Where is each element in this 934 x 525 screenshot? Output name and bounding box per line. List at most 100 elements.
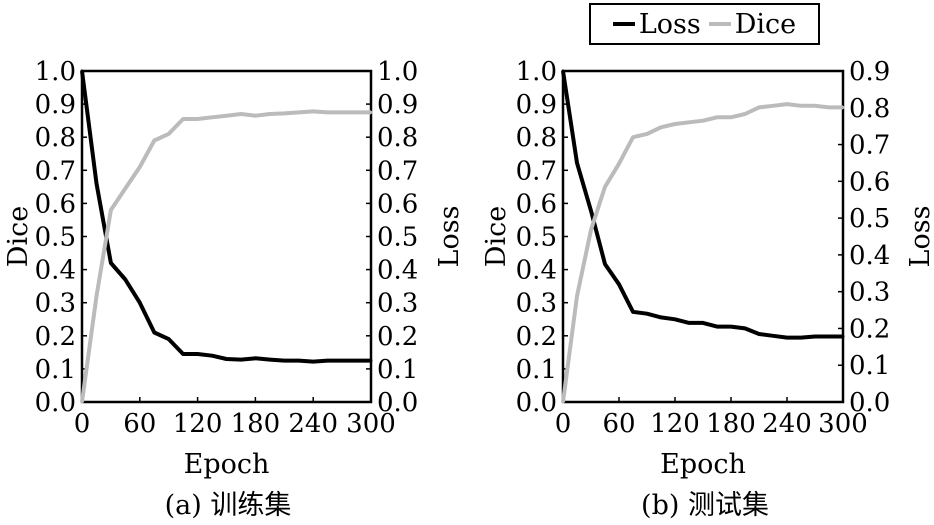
left-tick-label-a-4: 0.4 <box>35 256 76 286</box>
legend-swatch-dice <box>708 22 731 26</box>
legend-label-loss: Loss <box>638 8 701 40</box>
data-point-dice-a-15 <box>297 110 301 114</box>
right-axis-label-a: Loss <box>434 206 465 268</box>
left-tick-label-a-7: 0.7 <box>35 156 76 186</box>
right-tick-label-b-9: 0.9 <box>849 57 890 87</box>
data-point-dice-a-20 <box>369 110 373 114</box>
data-point-dice-a-0 <box>80 400 84 404</box>
right-tick-label-a-7: 0.7 <box>377 156 418 186</box>
plot-frame-a <box>80 69 373 404</box>
data-point-loss-a-14 <box>282 359 286 363</box>
x-tick-label-b-5: 300 <box>818 409 868 439</box>
right-tick-label-a-4: 0.4 <box>377 256 418 286</box>
right-tick-label-a-0: 0.0 <box>377 388 418 418</box>
data-point-loss-b-13 <box>743 326 747 330</box>
data-point-loss-b-16 <box>785 336 789 340</box>
data-point-loss-b-3 <box>603 262 607 266</box>
x-tick-label-a-0: 0 <box>74 409 91 439</box>
legend-label-dice: Dice <box>734 8 797 40</box>
data-point-loss-a-2 <box>109 261 113 265</box>
data-point-loss-a-11 <box>239 358 243 362</box>
x-tick-label-a-3: 180 <box>231 409 281 439</box>
data-point-dice-b-11 <box>715 115 719 119</box>
left-tick-label-a-0: 0.0 <box>35 388 76 418</box>
data-point-loss-b-6 <box>645 312 649 316</box>
data-point-dice-a-14 <box>282 111 286 115</box>
data-point-loss-a-17 <box>326 359 330 363</box>
x-tick-label-b-2: 120 <box>650 409 700 439</box>
data-point-loss-b-8 <box>673 317 677 321</box>
x-axis-label-a: Epoch <box>184 449 270 480</box>
x-tick-label-a-2: 120 <box>173 409 223 439</box>
data-point-loss-b-15 <box>771 334 775 338</box>
data-point-loss-a-10 <box>225 357 228 361</box>
x-tick-label-b-3: 180 <box>706 409 756 439</box>
left-tick-label-b-5: 0.5 <box>516 223 557 253</box>
left-tick-label-b-3: 0.3 <box>516 289 557 319</box>
data-point-loss-a-0 <box>80 69 84 73</box>
data-point-dice-b-14 <box>757 105 761 109</box>
right-tick-label-b-0: 0.0 <box>849 388 890 418</box>
data-point-dice-a-3 <box>123 187 127 191</box>
data-point-dice-b-1 <box>575 294 579 298</box>
data-point-dice-b-17 <box>799 104 803 108</box>
right-tick-label-b-6: 0.6 <box>849 167 890 197</box>
panel-caption-a: (a) 训练集 <box>165 490 292 521</box>
data-point-loss-b-12 <box>729 325 733 329</box>
right-tick-label-a-2: 0.2 <box>377 322 418 352</box>
data-point-loss-b-11 <box>715 325 719 329</box>
x-tick-label-b-4: 240 <box>762 409 812 439</box>
right-tick-label-a-6: 0.6 <box>377 189 418 219</box>
x-tick-label-a-5: 300 <box>346 409 396 439</box>
data-point-loss-b-14 <box>757 332 761 336</box>
data-point-loss-a-12 <box>253 356 257 360</box>
data-point-dice-b-15 <box>771 104 775 108</box>
data-point-dice-b-5 <box>631 135 635 139</box>
data-point-dice-b-13 <box>743 112 747 116</box>
left-tick-label-b-7: 0.7 <box>516 156 557 186</box>
x-tick-label-b-1: 60 <box>602 409 635 439</box>
data-point-dice-a-19 <box>355 110 359 114</box>
data-point-loss-b-19 <box>827 335 831 339</box>
data-point-dice-a-7 <box>181 117 185 121</box>
left-tick-label-b-4: 0.4 <box>516 256 557 286</box>
data-point-dice-a-17 <box>326 110 330 114</box>
left-tick-label-a-2: 0.2 <box>35 322 76 352</box>
data-point-loss-a-9 <box>210 354 214 358</box>
left-tick-label-b-10: 1.0 <box>516 57 557 87</box>
data-point-dice-a-4 <box>138 165 142 169</box>
series-line-loss-b <box>561 70 843 340</box>
data-point-dice-b-10 <box>701 119 705 123</box>
right-tick-label-a-9: 0.9 <box>377 90 418 120</box>
right-tick-label-b-2: 0.2 <box>849 314 890 344</box>
left-axis-label-b: Dice <box>481 206 512 267</box>
left-tick-label-a-1: 0.1 <box>35 355 76 385</box>
data-point-loss-a-4 <box>138 301 142 305</box>
data-point-dice-b-16 <box>785 102 789 106</box>
data-point-dice-b-0 <box>561 400 565 404</box>
data-point-loss-a-19 <box>355 359 359 363</box>
data-point-loss-a-3 <box>123 278 127 282</box>
data-point-loss-b-0 <box>561 69 565 73</box>
data-point-loss-a-1 <box>94 182 98 186</box>
left-axis-label-a: Dice <box>3 206 34 267</box>
data-point-dice-b-2 <box>589 228 593 232</box>
left-tick-label-a-6: 0.6 <box>35 189 76 219</box>
series-line-dice-b <box>561 102 843 403</box>
data-point-loss-a-20 <box>369 359 373 363</box>
data-point-dice-a-6 <box>167 132 171 136</box>
left-tick-label-b-2: 0.2 <box>516 322 557 352</box>
legend: Loss Dice <box>589 3 820 45</box>
data-point-loss-b-18 <box>813 335 817 339</box>
data-point-dice-a-8 <box>196 117 200 121</box>
x-axis-label-b: Epoch <box>660 449 746 480</box>
panel-caption-b: (b) 测试集 <box>641 490 769 521</box>
data-point-loss-a-16 <box>311 360 315 364</box>
data-point-dice-b-18 <box>813 104 817 108</box>
x-tick-label-b-0: 0 <box>555 409 572 439</box>
x-tick-label-a-4: 240 <box>288 409 338 439</box>
left-tick-label-b-1: 0.1 <box>516 355 557 385</box>
right-tick-label-a-10: 1.0 <box>377 57 418 87</box>
right-tick-label-b-7: 0.7 <box>849 131 890 161</box>
